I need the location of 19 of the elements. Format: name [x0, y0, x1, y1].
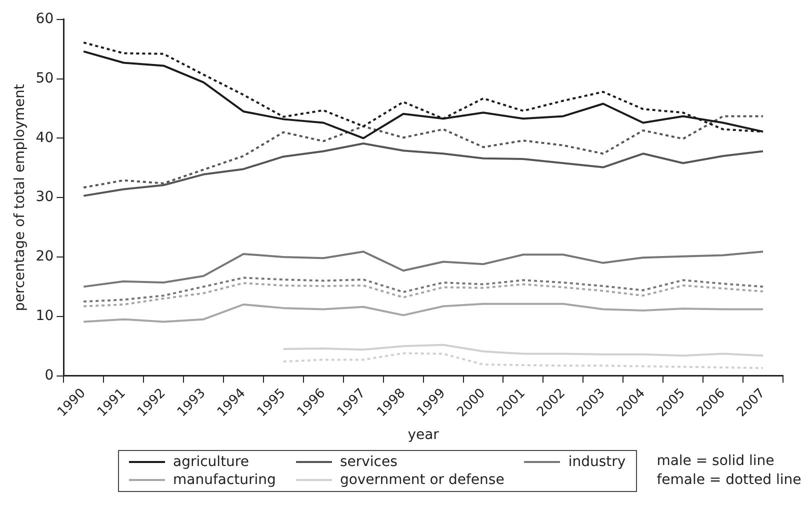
x-axis-title: year: [408, 427, 440, 444]
legend-label: agriculture: [173, 454, 249, 470]
text: female = dotted line: [656, 471, 802, 490]
y-tick-label: 20: [36, 248, 54, 265]
legend-label: government or defense: [340, 472, 504, 488]
legend-label: services: [340, 454, 398, 470]
line-series: [282, 352, 764, 370]
legend-label: industry: [568, 454, 626, 470]
y-tick-label: 10: [36, 308, 54, 324]
line-series: [82, 276, 764, 303]
y-tick-label: 40: [36, 130, 54, 146]
y-axis-title: percentage of total employment: [12, 84, 28, 312]
line-series: [82, 282, 764, 308]
y-tick-label: 60: [36, 11, 54, 28]
y-tick-label: 30: [36, 189, 54, 206]
legend-label: manufacturing: [173, 472, 276, 488]
y-tick-label: 50: [36, 70, 54, 86]
text: male = solid line: [656, 452, 776, 471]
y-tick-label: 0: [44, 367, 54, 384]
